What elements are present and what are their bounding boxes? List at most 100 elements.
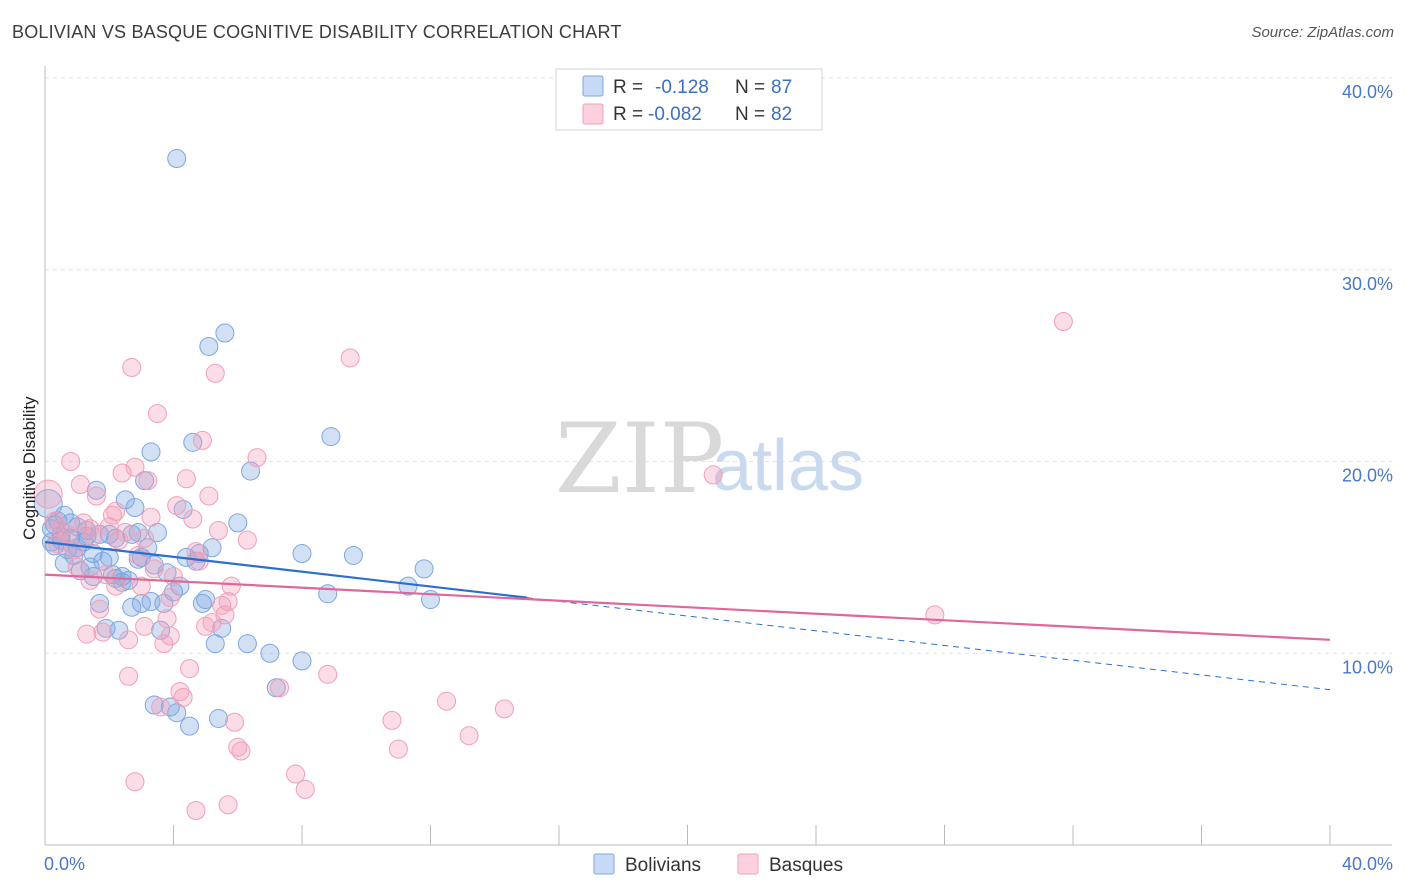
basque-point-69 [703, 465, 723, 485]
basque-point-5 [64, 540, 84, 560]
bolivian-point-44 [180, 716, 200, 736]
basque-point-24 [128, 545, 148, 565]
bolivian-point-47 [189, 544, 209, 564]
bottom-swatch-bolivians [593, 853, 615, 875]
bolivian-point-26 [122, 524, 142, 544]
basque-point-39 [176, 469, 196, 489]
basques-trend-line [44, 573, 1331, 641]
basque-point-33 [157, 609, 177, 629]
basque-point-16 [102, 505, 122, 525]
basque-point-41 [183, 509, 203, 529]
bolivians-trend-extension [526, 597, 1331, 691]
basques-points [33, 312, 1073, 820]
bolivian-point-86 [122, 597, 142, 617]
basque-point-54 [225, 712, 245, 732]
bolivian-point-77 [141, 591, 161, 611]
bolivian-point-0 [33, 489, 63, 519]
basque-point-8 [77, 624, 97, 644]
basque-point-55 [228, 737, 248, 757]
y-tick-label-0: 10.0% [1342, 657, 1393, 677]
bolivian-point-62 [292, 544, 312, 564]
bolivian-point-40 [167, 149, 187, 169]
y-tick-labels: 10.0% 20.0% 30.0% 40.0% [1342, 82, 1393, 677]
source-label: Source: ZipAtlas.com [1251, 24, 1394, 41]
legend-n-label-bolivians: N = [735, 77, 765, 98]
basque-point-6 [70, 475, 90, 495]
legend-n-value-bolivians: 87 [771, 77, 792, 98]
bolivian-point-53 [208, 708, 228, 728]
basque-point-73 [218, 795, 238, 815]
watermark-zip: ZIP [555, 403, 724, 515]
bottom-legend-basques: Basques [769, 855, 843, 876]
y-tick-label-1: 20.0% [1342, 466, 1393, 486]
bolivian-point-27 [125, 498, 145, 518]
basque-point-58 [247, 448, 267, 468]
basque-point-1 [45, 511, 65, 531]
legend-swatch-bolivians [582, 75, 604, 97]
y-axis-label: Cognitive Disability [20, 396, 39, 540]
legend-swatch-basques [582, 103, 604, 125]
bolivian-point-50 [199, 336, 219, 356]
basque-point-48 [205, 363, 225, 383]
bolivian-point-55 [215, 323, 235, 343]
series-legend: Bolivians Basques [593, 853, 843, 876]
basque-point-37 [170, 682, 190, 702]
basque-point-49 [208, 521, 228, 541]
bolivian-point-80 [90, 593, 110, 613]
basque-point-36 [167, 496, 187, 516]
basque-point-13 [93, 622, 113, 642]
bolivian-point-67 [414, 559, 434, 579]
bottom-legend-bolivians: Bolivians [625, 855, 701, 876]
x-tick-labels: 0.0% 40.0% [44, 854, 1393, 874]
basque-point-32 [154, 634, 174, 654]
basque-point-75 [119, 630, 139, 650]
basque-point-40 [180, 659, 200, 679]
bolivian-point-81 [54, 553, 74, 573]
basque-point-59 [270, 678, 290, 698]
basque-point-0 [33, 479, 63, 509]
basque-point-22 [122, 358, 142, 378]
basque-point-31 [151, 697, 171, 717]
basque-point-35 [164, 567, 183, 587]
correlation-legend: R = -0.128 N = 87 R = -0.082 N = 82 [555, 68, 823, 131]
basque-point-9 [80, 570, 100, 590]
watermark: ZIP atlas [555, 403, 864, 515]
basque-point-19 [112, 463, 132, 483]
basque-point-65 [388, 739, 408, 759]
bolivian-point-74 [99, 524, 119, 544]
basque-point-21 [119, 666, 139, 686]
bolivian-point-48 [192, 593, 212, 613]
basque-point-61 [295, 779, 315, 799]
legend-n-value-basques: 82 [771, 104, 792, 125]
basque-point-81 [135, 616, 155, 636]
basque-point-30 [147, 404, 167, 424]
bolivian-point-64 [321, 427, 341, 447]
basque-point-18 [109, 530, 129, 550]
basque-point-25 [131, 576, 151, 596]
y-tick-label-3: 40.0% [1342, 82, 1393, 102]
basque-point-11 [86, 486, 106, 506]
basque-point-62 [318, 664, 338, 684]
y-tick-label-2: 30.0% [1342, 274, 1393, 294]
trend-lines [44, 540, 1331, 691]
bolivian-point-66 [398, 576, 418, 596]
basque-point-17 [106, 501, 126, 521]
legend-r-value-basques: -0.082 [648, 104, 702, 125]
basque-point-68 [494, 699, 514, 719]
bottom-swatch-basques [737, 853, 759, 875]
basque-point-23 [125, 772, 145, 792]
axes [44, 66, 1392, 846]
basque-point-77 [106, 576, 126, 596]
bolivian-point-32 [141, 442, 161, 462]
legend-r-label-basques: R = [613, 104, 643, 125]
basque-point-67 [459, 726, 479, 746]
basque-point-80 [80, 519, 100, 539]
basque-point-66 [437, 691, 457, 711]
bolivian-point-56 [228, 513, 248, 533]
bolivians-trend-line [44, 540, 528, 599]
basque-point-10 [83, 526, 103, 546]
bolivian-point-22 [109, 620, 129, 640]
basque-point-60 [286, 764, 306, 784]
basque-point-71 [1053, 312, 1073, 332]
